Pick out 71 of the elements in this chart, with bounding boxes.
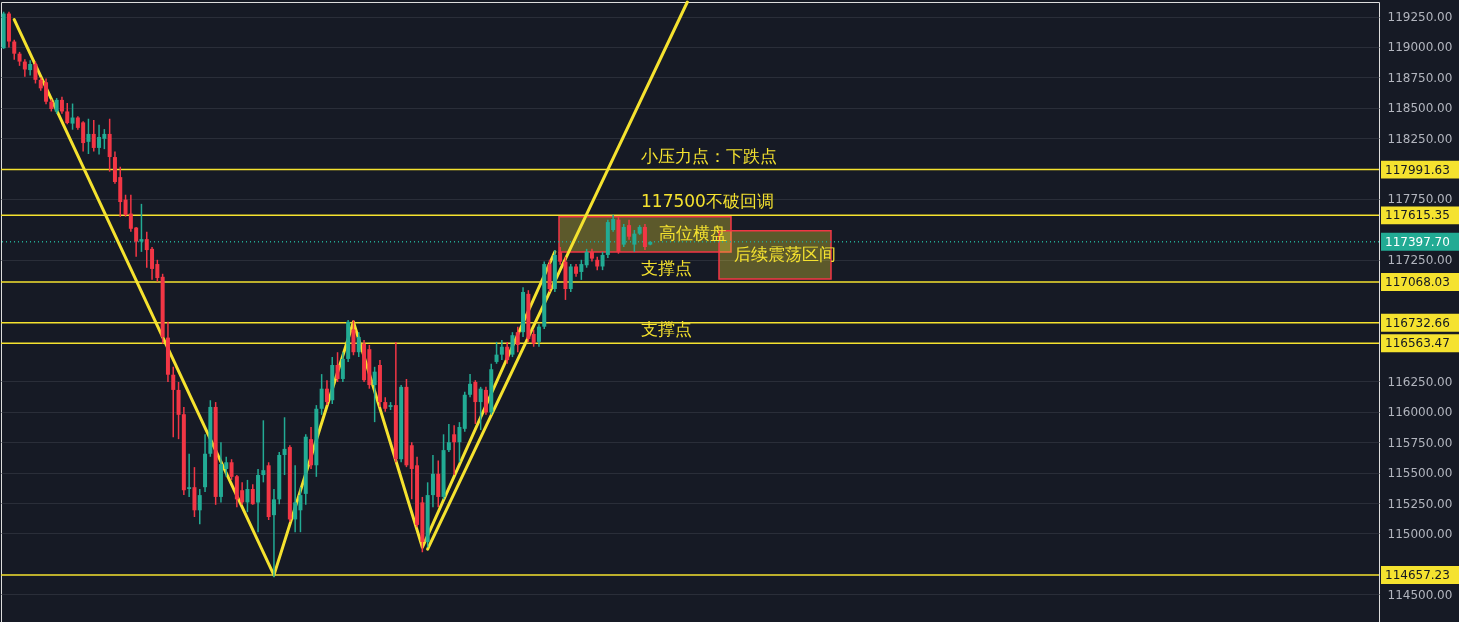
candlestick	[457, 421, 462, 464]
text: 117397.70	[1385, 234, 1450, 249]
text: 117068.03	[1385, 274, 1450, 289]
candlestick	[250, 483, 255, 506]
ref-line-label: 117500不破回调	[641, 191, 774, 212]
candlestick	[340, 351, 345, 383]
candlestick	[192, 466, 197, 518]
text: 117615.35	[1385, 208, 1450, 223]
candlestick	[65, 102, 70, 125]
candlestick	[271, 488, 276, 578]
candlestick	[319, 373, 324, 416]
y-tick-label: 116250.00	[1387, 374, 1453, 389]
candlestick	[568, 263, 573, 293]
candlestick	[324, 379, 329, 406]
band-label: 高位横盘	[659, 223, 727, 244]
candlestick	[483, 386, 488, 416]
ref-line-label: 小压力点：下跌点	[641, 145, 777, 166]
y-tick-label: 115500.00	[1387, 466, 1453, 481]
candlestick	[86, 117, 91, 155]
text: 117991.63	[1385, 162, 1450, 177]
candlestick	[600, 251, 605, 271]
candlestick	[187, 453, 192, 498]
candlestick	[97, 124, 102, 156]
candlestick	[282, 416, 287, 476]
y-tick-label: 117250.00	[1387, 253, 1453, 268]
y-tick-label: 118750.00	[1387, 70, 1453, 85]
candlestick	[197, 488, 202, 526]
candlestick	[356, 331, 361, 358]
candlestick	[245, 479, 250, 513]
text: 114657.23	[1385, 568, 1450, 583]
candlestick	[584, 248, 589, 269]
candlestick	[515, 325, 520, 353]
candlestick	[468, 373, 473, 398]
candlestick	[494, 341, 499, 365]
y-tick-label: 118500.00	[1387, 101, 1453, 116]
y-tick-label: 115000.00	[1387, 526, 1453, 541]
y-tick-label: 117750.00	[1387, 192, 1453, 207]
text: 116732.66	[1385, 315, 1450, 330]
candlestick	[351, 319, 356, 357]
candlestick	[473, 379, 478, 425]
candlestick	[499, 339, 504, 361]
candlestick	[91, 119, 96, 153]
ref-line-label: 支撑点	[641, 257, 692, 278]
candlestick	[33, 60, 38, 85]
y-tick-label: 115750.00	[1387, 435, 1453, 450]
candlestick	[536, 323, 541, 348]
candlestick	[372, 366, 377, 423]
candlestick	[430, 454, 435, 509]
candlestick	[446, 423, 451, 453]
candlestick	[12, 38, 17, 61]
candlestick	[171, 366, 176, 439]
y-tick-label: 118250.00	[1387, 131, 1453, 146]
candlestick	[436, 459, 441, 509]
candlestick	[107, 117, 112, 173]
candlestick	[627, 218, 632, 241]
candlestick	[261, 419, 266, 484]
candlestick	[579, 259, 584, 281]
y-tick-label: 115250.00	[1387, 496, 1453, 511]
y-tick-label: 114500.00	[1387, 587, 1453, 602]
candlestick	[452, 424, 457, 476]
candlestick	[642, 223, 647, 251]
candlestick	[510, 331, 515, 358]
candlestick	[335, 351, 340, 383]
candlestick	[478, 386, 483, 431]
candlestick	[505, 341, 510, 365]
text: 116563.47	[1385, 336, 1450, 351]
y-tick-label: 119250.00	[1387, 10, 1453, 25]
candlestick	[70, 102, 75, 131]
y-tick-label: 116000.00	[1387, 405, 1453, 420]
y-tick-label: 119000.00	[1387, 40, 1453, 55]
candlestick	[293, 464, 298, 533]
